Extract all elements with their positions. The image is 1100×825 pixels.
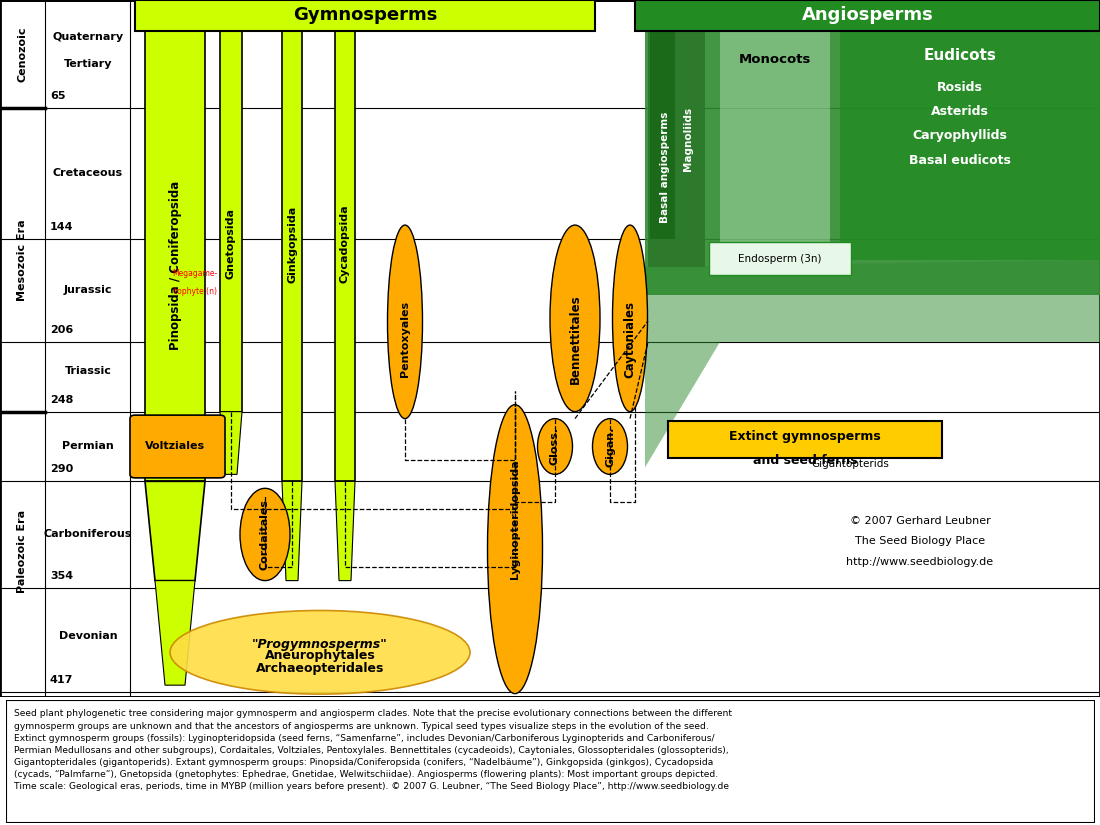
Ellipse shape — [387, 225, 422, 418]
Text: Lyginopteridopsida: Lyginopteridopsida — [510, 460, 520, 579]
Polygon shape — [645, 260, 1100, 468]
Text: Gymnosperms: Gymnosperms — [293, 7, 437, 24]
Ellipse shape — [538, 418, 572, 474]
Text: Extinct gymnosperms: Extinct gymnosperms — [729, 430, 881, 442]
Text: Pinopsida / Coniferopsida: Pinopsida / Coniferopsida — [168, 181, 182, 350]
Text: Gigantopterids: Gigantopterids — [811, 459, 889, 469]
Text: Seed plant phylogenetic tree considering major gymnosperm and angiosperm clades.: Seed plant phylogenetic tree considering… — [14, 710, 733, 791]
Text: Paleozoic Era: Paleozoic Era — [16, 511, 28, 593]
Text: Triassic: Triassic — [65, 366, 111, 376]
Polygon shape — [145, 481, 205, 581]
Text: 144: 144 — [50, 222, 74, 232]
Text: Gnetopsida: Gnetopsida — [226, 209, 236, 280]
Text: Archaeopteridales: Archaeopteridales — [256, 662, 384, 676]
Text: 354: 354 — [50, 571, 73, 581]
Polygon shape — [645, 31, 1100, 295]
Text: Mesozoic Era: Mesozoic Era — [16, 219, 28, 300]
Text: Basal angiosperms: Basal angiosperms — [660, 111, 670, 223]
Ellipse shape — [487, 405, 542, 694]
Polygon shape — [650, 31, 675, 239]
Polygon shape — [155, 581, 195, 686]
Text: 290: 290 — [50, 464, 74, 474]
Text: Caytoniales: Caytoniales — [624, 301, 637, 378]
Text: Magnoliids: Magnoliids — [683, 107, 693, 172]
Text: 417: 417 — [50, 675, 74, 686]
Text: Gloss.: Gloss. — [550, 427, 560, 465]
Text: http://www.seedbiology.de: http://www.seedbiology.de — [846, 558, 993, 568]
FancyBboxPatch shape — [130, 415, 225, 478]
Ellipse shape — [550, 225, 600, 412]
Text: © 2007 Gerhard Leubner: © 2007 Gerhard Leubner — [849, 516, 990, 526]
Polygon shape — [282, 31, 303, 481]
Text: 206: 206 — [50, 325, 74, 335]
Polygon shape — [336, 481, 355, 581]
Text: 248: 248 — [50, 394, 74, 405]
Text: Ginkgopsida: Ginkgopsida — [287, 205, 297, 283]
Text: Cycadopsida: Cycadopsida — [340, 205, 350, 283]
Polygon shape — [282, 481, 303, 581]
Text: Gigan.: Gigan. — [605, 427, 615, 467]
Text: Cordaitales: Cordaitales — [260, 499, 270, 570]
Text: Cretaceous: Cretaceous — [53, 168, 123, 178]
Text: Monocots: Monocots — [739, 53, 811, 66]
Text: Rosids: Rosids — [937, 81, 983, 94]
Text: Pentoxyales: Pentoxyales — [400, 301, 410, 377]
Polygon shape — [145, 31, 205, 481]
Text: Carboniferous: Carboniferous — [44, 530, 132, 540]
Text: Angiosperms: Angiosperms — [802, 7, 934, 24]
Ellipse shape — [613, 225, 648, 412]
Text: Jurassic: Jurassic — [64, 285, 112, 295]
Text: and seed ferns: and seed ferns — [752, 454, 857, 467]
FancyBboxPatch shape — [135, 0, 595, 31]
Text: Asterids: Asterids — [931, 105, 989, 118]
FancyBboxPatch shape — [0, 0, 1100, 697]
Text: Quaternary: Quaternary — [53, 31, 123, 41]
Ellipse shape — [593, 418, 627, 474]
Text: The Seed Biology Place: The Seed Biology Place — [855, 536, 986, 546]
Text: Tertiary: Tertiary — [64, 59, 112, 69]
Text: Voltziales: Voltziales — [145, 441, 205, 451]
Text: "Progymnosperms": "Progymnosperms" — [252, 638, 388, 650]
Text: Megagame-: Megagame- — [173, 270, 218, 278]
Text: Eudicots: Eudicots — [924, 49, 997, 64]
Polygon shape — [720, 31, 830, 253]
Polygon shape — [336, 31, 355, 481]
Text: Cenozoic: Cenozoic — [16, 26, 28, 82]
FancyBboxPatch shape — [668, 421, 942, 459]
Text: Aneurophytales: Aneurophytales — [265, 649, 375, 662]
Polygon shape — [840, 31, 1100, 260]
Text: Bennettitales: Bennettitales — [569, 295, 582, 384]
Polygon shape — [220, 412, 242, 474]
Ellipse shape — [240, 488, 290, 581]
Text: Basal eudicots: Basal eudicots — [909, 153, 1011, 167]
FancyBboxPatch shape — [710, 242, 851, 275]
FancyBboxPatch shape — [635, 0, 1100, 31]
Polygon shape — [220, 31, 242, 412]
Polygon shape — [648, 31, 705, 267]
Ellipse shape — [170, 610, 470, 694]
Text: 65: 65 — [50, 91, 66, 101]
Text: tophyte (n): tophyte (n) — [174, 287, 217, 296]
Text: Endosperm (3n): Endosperm (3n) — [738, 253, 822, 263]
Text: Devonian: Devonian — [58, 631, 118, 641]
Text: Caryophyllids: Caryophyllids — [913, 130, 1008, 143]
FancyBboxPatch shape — [6, 700, 1094, 823]
Text: Permian: Permian — [62, 441, 114, 451]
